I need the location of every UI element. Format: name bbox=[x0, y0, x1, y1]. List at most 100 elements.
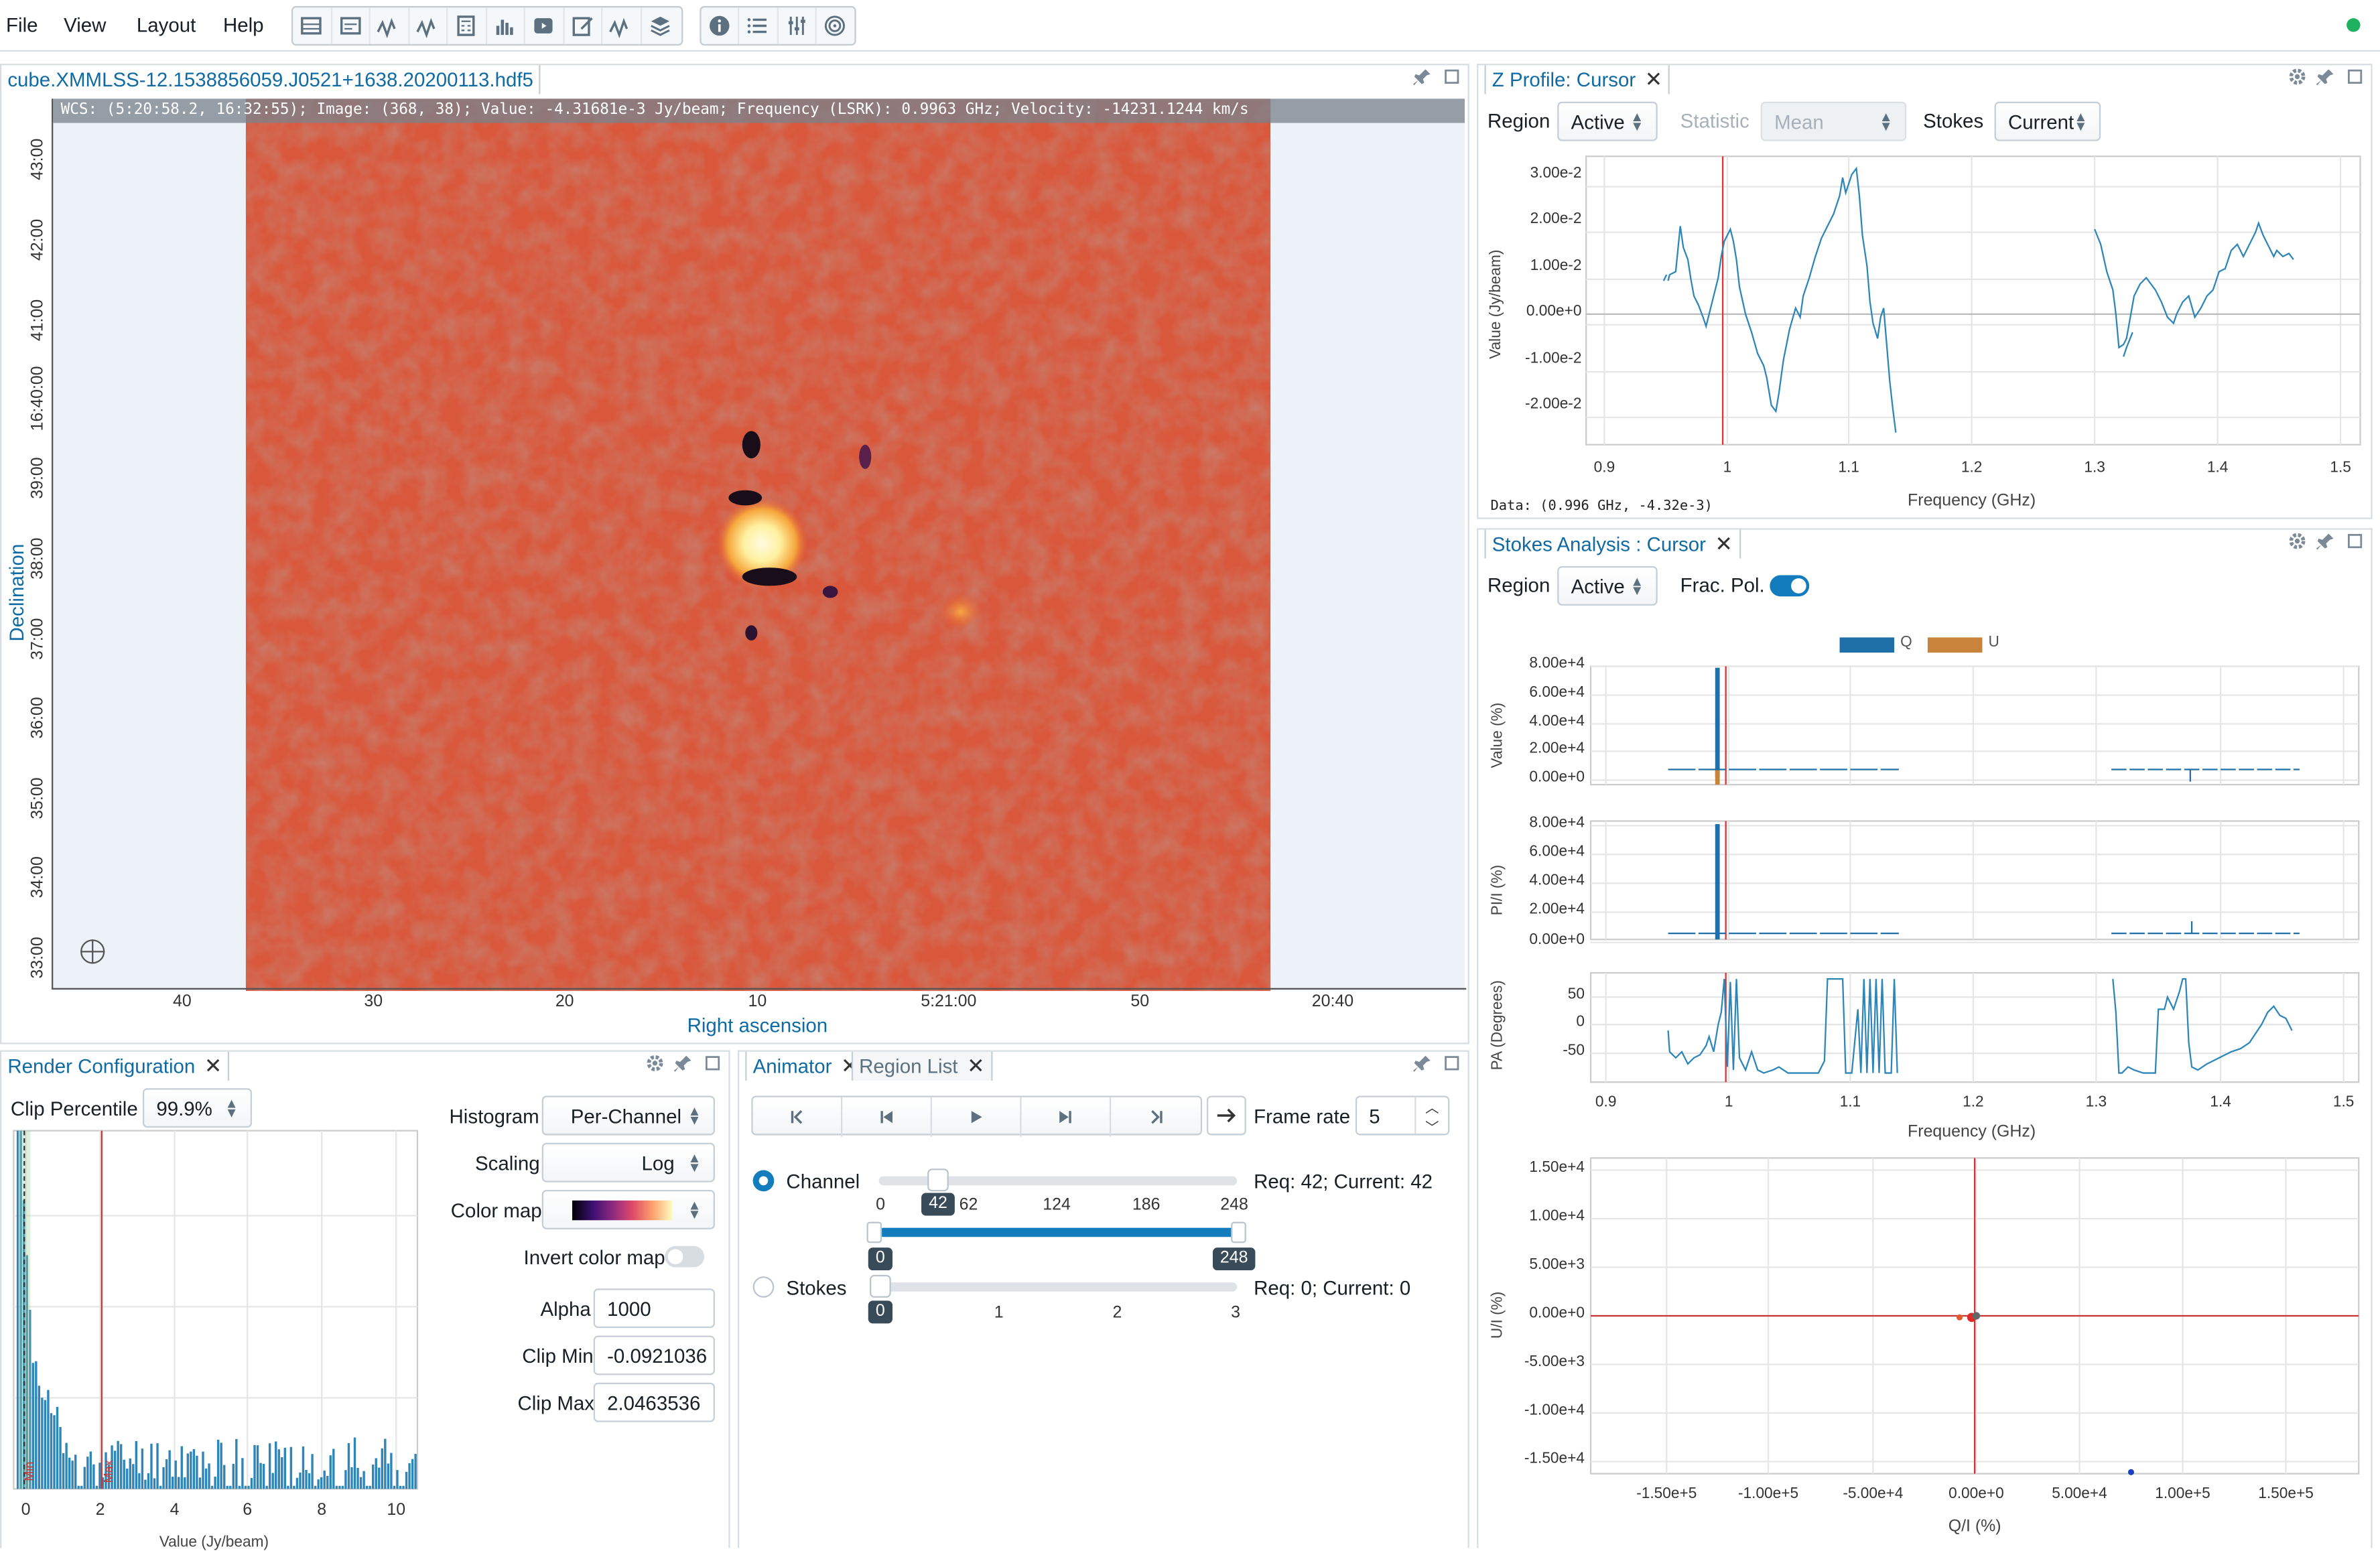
menu-file[interactable]: File bbox=[6, 13, 38, 37]
cursor-info-bar: WCS: (5:20:58.2, 16:32:55); Image: (368,… bbox=[53, 98, 1465, 123]
pin-icon[interactable] bbox=[2316, 67, 2336, 86]
spectral-profile-icon[interactable] bbox=[409, 7, 448, 44]
z-profile-x-tick: 1.3 bbox=[2084, 460, 2105, 477]
image-canvas[interactable]: WCS: (5:20:58.2, 16:32:55); Image: (368,… bbox=[53, 98, 1465, 992]
scaling-select[interactable]: Log ▲ ▼ bbox=[541, 1142, 715, 1183]
table-icon[interactable] bbox=[293, 7, 332, 44]
histogram-bar bbox=[111, 1445, 113, 1489]
step-forward-icon bbox=[1059, 1111, 1071, 1124]
qu-scatter-plot[interactable] bbox=[1478, 1152, 2371, 1516]
animator-icon[interactable] bbox=[525, 7, 564, 44]
gear-icon[interactable] bbox=[2288, 531, 2307, 551]
stokes-select[interactable]: Current ▲ ▼ bbox=[1994, 101, 2101, 141]
render-config-tab[interactable]: Render Configuration ✕ bbox=[1, 1051, 230, 1081]
channel-range-slider[interactable] bbox=[878, 1227, 1238, 1237]
close-icon[interactable]: ✕ bbox=[967, 1053, 985, 1078]
stokes-analysis-tab[interactable]: Stokes Analysis : Cursor ✕ bbox=[1484, 529, 1741, 559]
channel-slider-handle[interactable] bbox=[927, 1168, 949, 1192]
close-icon[interactable]: ✕ bbox=[1715, 531, 1733, 556]
channel-radio[interactable] bbox=[752, 1170, 775, 1192]
invert-colormap-toggle[interactable] bbox=[665, 1245, 705, 1268]
next-frame-button[interactable] bbox=[1022, 1097, 1112, 1137]
gear-icon[interactable] bbox=[645, 1053, 665, 1073]
histogram-bar bbox=[359, 1477, 362, 1489]
menu-view[interactable]: View bbox=[64, 13, 107, 37]
histogram-bar bbox=[165, 1459, 168, 1489]
maximize-icon[interactable] bbox=[2345, 531, 2365, 551]
region-select[interactable]: Active ▲ ▼ bbox=[1557, 565, 1658, 606]
scatter-x-tick: 1.00e+5 bbox=[2155, 1485, 2210, 1503]
histogram-bar bbox=[347, 1442, 350, 1489]
panel-controls bbox=[1412, 1053, 1461, 1073]
histogram-bar bbox=[283, 1447, 287, 1489]
histogram-bar bbox=[138, 1473, 141, 1489]
info-icon[interactable] bbox=[702, 7, 740, 44]
histogram-select[interactable]: Per-Channel ▲ ▼ bbox=[541, 1095, 715, 1136]
list-icon[interactable] bbox=[740, 7, 778, 44]
maximize-icon[interactable] bbox=[1442, 1053, 1461, 1073]
stokes-plots[interactable] bbox=[1478, 660, 2371, 1540]
stokes-icon[interactable] bbox=[602, 7, 642, 44]
gear-icon[interactable] bbox=[2288, 67, 2307, 86]
crosshair-icon[interactable] bbox=[79, 938, 107, 965]
stokes-tick: 3 bbox=[1231, 1303, 1241, 1323]
playback-mode-button[interactable] bbox=[1206, 1095, 1246, 1136]
region-list-tab[interactable]: Region List ✕ bbox=[851, 1051, 993, 1081]
pin-icon[interactable] bbox=[2316, 531, 2336, 551]
histogram-bar bbox=[220, 1442, 222, 1489]
last-frame-button[interactable] bbox=[1111, 1097, 1201, 1137]
menu-help[interactable]: Help bbox=[222, 13, 264, 37]
histogram-bar bbox=[38, 1386, 41, 1489]
close-icon[interactable]: ✕ bbox=[1644, 66, 1663, 91]
pin-icon[interactable] bbox=[1412, 67, 1433, 86]
z-profile-y-tick: 1.00e-2 bbox=[1530, 258, 1582, 275]
menu-layout[interactable]: Layout bbox=[136, 13, 196, 37]
calculator-icon[interactable] bbox=[448, 7, 487, 44]
z-profile-plot[interactable] bbox=[1478, 150, 2371, 517]
z-profile-x-tick: 1.1 bbox=[1838, 460, 1859, 477]
legend-u-swatch bbox=[1927, 637, 1983, 653]
previous-frame-button[interactable] bbox=[842, 1097, 932, 1137]
animator-tab[interactable]: Animator ✕ bbox=[745, 1051, 866, 1081]
header-icon[interactable] bbox=[332, 7, 371, 44]
layers-icon[interactable] bbox=[641, 7, 680, 44]
close-icon[interactable]: ✕ bbox=[204, 1053, 222, 1078]
color-map-select[interactable]: ▲ ▼ bbox=[541, 1189, 715, 1229]
range-min-handle[interactable] bbox=[866, 1221, 882, 1243]
frame-rate-input[interactable]: 5 ︿ ﹀ bbox=[1355, 1095, 1450, 1136]
stokes-radio[interactable] bbox=[752, 1276, 775, 1298]
edit-icon[interactable] bbox=[564, 7, 603, 44]
image-viewer-tab[interactable]: cube.XMMLSS-12.1538856059.J0521+1638.202… bbox=[1, 65, 541, 94]
sliders-icon[interactable] bbox=[778, 7, 817, 44]
region-select[interactable]: Active ▲ ▼ bbox=[1557, 101, 1658, 141]
y-axis-tick: 43:00 bbox=[29, 138, 48, 181]
maximize-icon[interactable] bbox=[2345, 67, 2365, 86]
range-max-handle[interactable] bbox=[1231, 1221, 1246, 1243]
pin-icon[interactable] bbox=[1412, 1053, 1433, 1073]
maximize-icon[interactable] bbox=[1442, 67, 1461, 86]
alpha-input[interactable]: 1000 bbox=[593, 1288, 715, 1329]
image-raster bbox=[245, 98, 1271, 992]
pin-icon[interactable] bbox=[673, 1053, 693, 1073]
first-frame-button[interactable] bbox=[753, 1097, 843, 1137]
value-y-tick: 4.00e+4 bbox=[1529, 713, 1585, 730]
clip-max-input[interactable]: 2.0463536 bbox=[593, 1382, 715, 1422]
histogram-bar bbox=[184, 1477, 186, 1489]
stokes-slider-track[interactable] bbox=[878, 1282, 1238, 1292]
histogram-bar bbox=[326, 1475, 329, 1489]
frame-rate-stepper[interactable]: ︿ ﹀ bbox=[1414, 1097, 1448, 1134]
play-button[interactable] bbox=[932, 1097, 1022, 1137]
z-profile-tab[interactable]: Z Profile: Cursor ✕ bbox=[1484, 65, 1670, 94]
clip-min-input[interactable]: -0.0921036 bbox=[593, 1335, 715, 1375]
spiral-icon[interactable] bbox=[816, 7, 854, 44]
maximize-icon[interactable] bbox=[703, 1053, 722, 1073]
stokes-slider-handle[interactable] bbox=[870, 1274, 891, 1298]
frac-pol-toggle[interactable] bbox=[1770, 575, 1810, 597]
spatial-profile-icon[interactable] bbox=[371, 7, 409, 44]
render-histogram[interactable] bbox=[1, 1125, 434, 1550]
clip-percentile-select[interactable]: 99.9% ▲ ▼ bbox=[142, 1088, 253, 1128]
histogram-bar bbox=[208, 1463, 210, 1489]
histogram-bar bbox=[317, 1479, 320, 1489]
histogram-icon[interactable] bbox=[486, 7, 525, 44]
channel-slider-track[interactable] bbox=[878, 1176, 1238, 1186]
